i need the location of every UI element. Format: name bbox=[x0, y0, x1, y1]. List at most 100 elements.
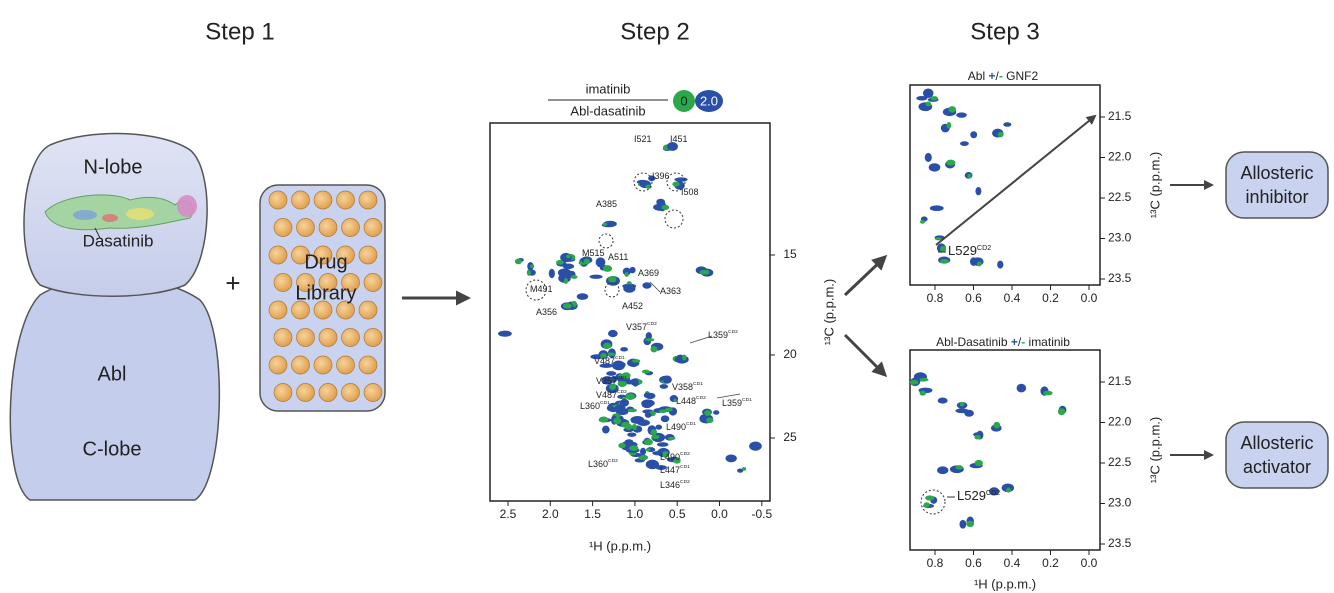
y-axis-label: ¹³C (p.p.m.) bbox=[821, 279, 836, 345]
bead bbox=[296, 218, 315, 237]
peak bbox=[988, 487, 1000, 496]
peak bbox=[601, 425, 610, 434]
bead bbox=[291, 245, 310, 265]
peak bbox=[997, 260, 1004, 269]
legend-swatch bbox=[673, 90, 695, 112]
bead bbox=[358, 355, 378, 375]
peak-label: A452 bbox=[622, 301, 643, 311]
peak bbox=[642, 282, 652, 289]
y-axis-label: ¹³C (p.p.m.) bbox=[1147, 152, 1162, 218]
peak bbox=[930, 96, 939, 101]
peak-label: I521 bbox=[634, 134, 652, 144]
peak bbox=[605, 352, 616, 356]
bead bbox=[318, 273, 338, 292]
peak bbox=[940, 245, 947, 253]
y-tick-label: 22.0 bbox=[1108, 415, 1132, 429]
peak bbox=[956, 112, 967, 118]
peak bbox=[644, 438, 653, 446]
title-part: Abl-Dasatinib bbox=[936, 335, 1011, 349]
label-leader bbox=[716, 393, 741, 399]
peak bbox=[970, 131, 978, 139]
peak-name: A363 bbox=[660, 286, 681, 296]
peak bbox=[969, 257, 978, 266]
peak bbox=[993, 421, 1001, 429]
peak-label: L359CD1 bbox=[722, 397, 752, 408]
panel-peaks bbox=[916, 88, 1012, 269]
y-tick-label: 21.5 bbox=[1108, 109, 1132, 123]
peak bbox=[595, 257, 606, 268]
peak bbox=[618, 442, 626, 449]
peak bbox=[967, 173, 972, 179]
peak bbox=[565, 254, 571, 259]
peak-label: I396 bbox=[652, 171, 670, 181]
peak-label: V487CD2 bbox=[596, 389, 627, 400]
arrow bbox=[843, 333, 888, 378]
peak bbox=[608, 276, 617, 283]
peak-name: I451 bbox=[670, 134, 688, 144]
spectrum-frame bbox=[489, 122, 771, 502]
peak-label: V357CD1 bbox=[596, 375, 627, 386]
peak bbox=[602, 265, 613, 272]
peak-sup: CD1 bbox=[600, 400, 610, 406]
bead bbox=[336, 245, 355, 265]
peak bbox=[607, 329, 618, 338]
x-axis-label: ¹H (p.p.m.) bbox=[974, 576, 1036, 591]
ligand-surface bbox=[44, 194, 197, 239]
bead bbox=[363, 218, 383, 237]
peak bbox=[919, 377, 929, 382]
peak bbox=[925, 495, 935, 501]
peak-label: L360CD1 bbox=[580, 400, 610, 411]
peak-highlight bbox=[920, 489, 946, 515]
bead bbox=[273, 328, 293, 347]
c-lobe-label: C-lobe bbox=[83, 438, 142, 460]
peak-sup: CD2 bbox=[680, 451, 690, 457]
peak bbox=[682, 354, 687, 361]
peak bbox=[606, 371, 617, 376]
peak-label: L490CD1 bbox=[666, 421, 696, 432]
bead bbox=[296, 328, 315, 347]
peak-name: A452 bbox=[622, 301, 643, 311]
peak-highlight bbox=[598, 233, 614, 249]
peak-sup: CD2 bbox=[728, 329, 738, 335]
peak bbox=[675, 355, 689, 364]
peak bbox=[662, 451, 669, 458]
peak bbox=[656, 442, 669, 447]
bead bbox=[268, 190, 288, 210]
peak-label: V358CD1 bbox=[672, 381, 703, 392]
peak bbox=[598, 416, 609, 423]
peak bbox=[497, 330, 512, 337]
y-tick-label: 15 bbox=[783, 247, 797, 261]
y-tick-label: 23.0 bbox=[1108, 496, 1132, 510]
bead bbox=[313, 300, 333, 320]
legend-bottom: Abl-dasatinib bbox=[570, 103, 645, 118]
peak bbox=[959, 401, 965, 407]
y-tick-label: 21.5 bbox=[1108, 374, 1132, 388]
peak bbox=[619, 399, 630, 407]
title-part: imatinib bbox=[1025, 335, 1070, 349]
peak bbox=[641, 369, 650, 374]
peak-name: L529 bbox=[948, 243, 977, 258]
peak bbox=[638, 454, 649, 461]
y-tick-label: 20 bbox=[783, 347, 797, 361]
title-part: GNF2 bbox=[1003, 69, 1039, 83]
peak bbox=[916, 95, 928, 101]
bead bbox=[358, 300, 378, 320]
peak bbox=[672, 181, 680, 187]
peak bbox=[974, 459, 983, 467]
bead bbox=[318, 383, 338, 402]
panel-frame bbox=[909, 349, 1101, 551]
peak bbox=[749, 441, 762, 451]
peak bbox=[548, 268, 555, 279]
peak-sup: CD1 bbox=[686, 421, 696, 427]
peak-sup: CD2 bbox=[680, 479, 690, 485]
bead bbox=[273, 383, 293, 402]
x-tick-label: 0.5 bbox=[669, 507, 686, 521]
peak bbox=[659, 384, 669, 389]
peak bbox=[639, 447, 647, 456]
bead bbox=[313, 245, 333, 265]
peak-label: M491 bbox=[530, 284, 553, 294]
panel-title: Abl-Dasatinib +/- imatinib bbox=[936, 335, 1070, 349]
peak bbox=[621, 372, 631, 379]
peak-label: I451 bbox=[670, 134, 688, 144]
